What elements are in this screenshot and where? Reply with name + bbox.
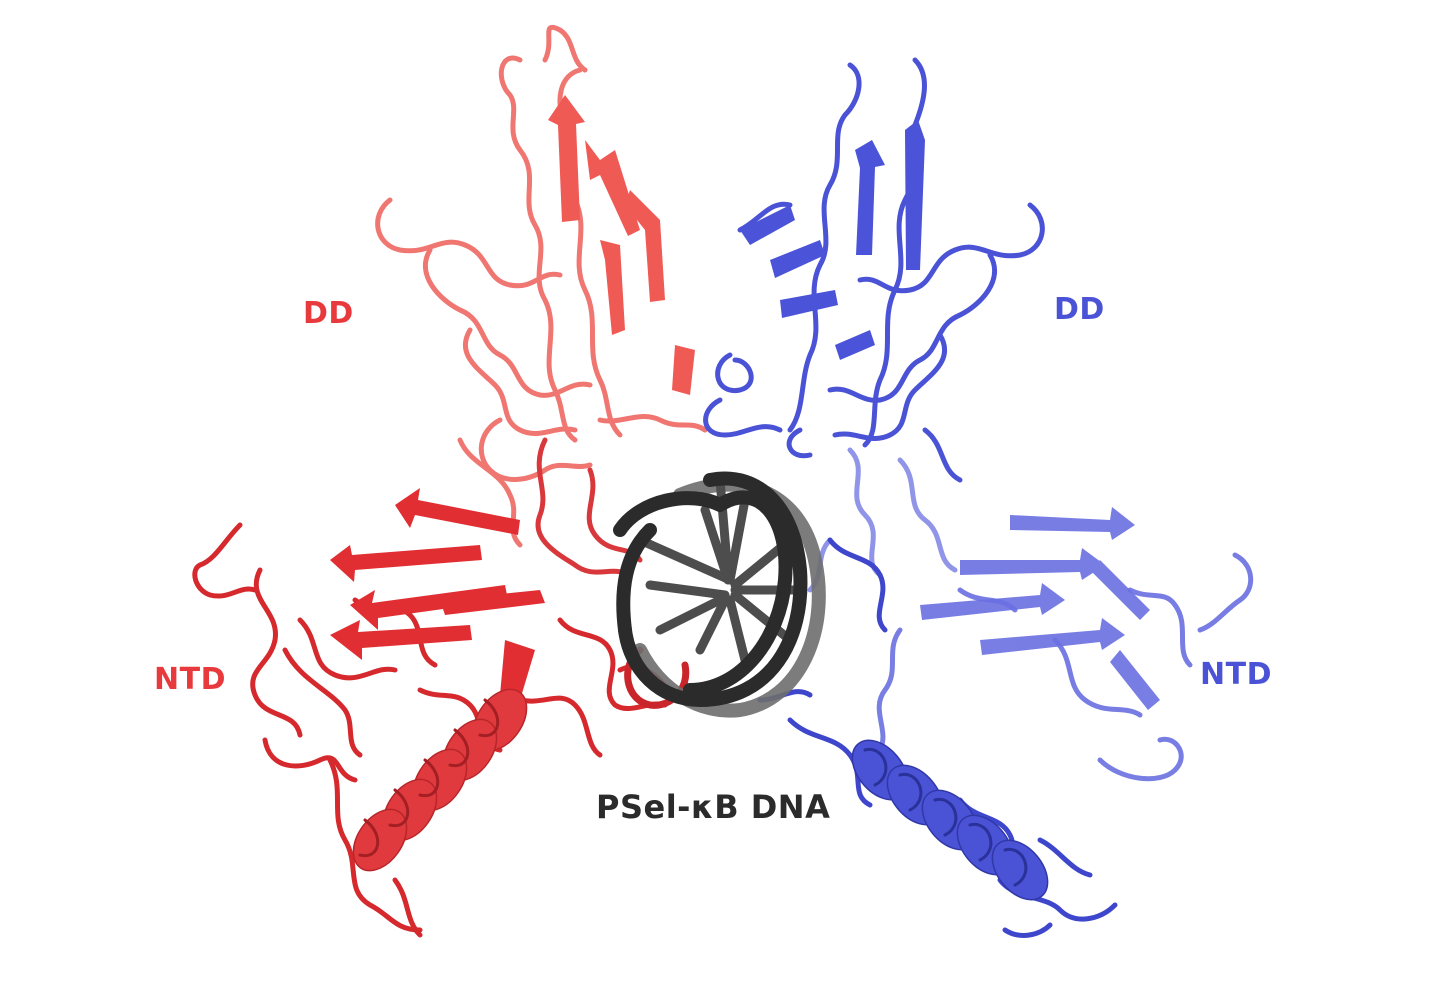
label-ntd-right: NTD [1200,657,1272,692]
right-dd-strands [740,120,925,360]
left-ntd-domain [192,522,673,938]
dna-front-strand [613,471,808,707]
right-ntd-strands [920,507,1160,710]
left-ntd-helix [352,688,528,872]
left-subunit-red [192,24,708,938]
left-linker [535,437,643,578]
right-linker [807,447,958,593]
right-ntd-helix [851,739,1049,901]
label-dd-right: DD [1054,292,1105,327]
right-helix-turns [863,748,1028,887]
left-dd-strands [548,95,695,395]
dna-base-pairs [635,475,805,665]
left-helix-turns [358,698,500,858]
dna-double-helix [613,471,826,718]
left-ntd-strands [330,488,545,700]
label-ntd-left: NTD [154,662,226,697]
label-dd-left: DD [303,296,354,331]
right-ntd-domain [876,552,1254,782]
left-dna-contact-loop [624,646,690,709]
right-dd-domain [703,57,1045,483]
label-dna: PSel-κB DNA [596,788,831,826]
